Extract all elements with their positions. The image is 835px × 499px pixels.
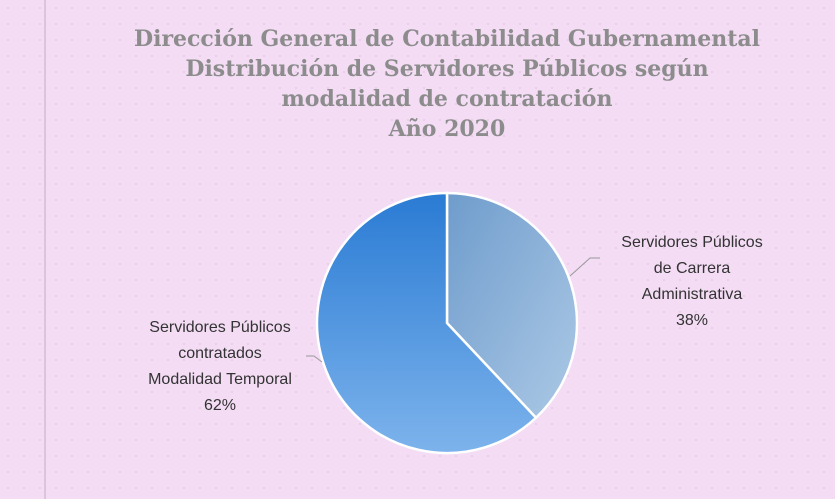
pie-slice — [445, 191, 579, 420]
pie-slice — [315, 191, 538, 455]
slice-label: Servidores Públicos — [621, 234, 762, 251]
leader-line — [306, 355, 323, 363]
chart-title: modalidad de contratación — [282, 86, 613, 112]
slice-label: Administrativa — [642, 286, 743, 303]
leader-line — [569, 257, 600, 277]
slice-label: de Carrera — [654, 260, 731, 277]
slice-label: Modalidad Temporal — [148, 371, 292, 388]
slice-value-label: 62% — [204, 397, 236, 414]
slice-value-label: 38% — [676, 312, 708, 329]
chart-title: Año 2020 — [388, 116, 506, 142]
chart-title: Dirección General de Contabilidad Gubern… — [134, 26, 760, 52]
slice-label: contratados — [178, 345, 262, 362]
chart-title: Distribución de Servidores Públicos segú… — [185, 56, 708, 82]
slice-label: Servidores Públicos — [149, 319, 290, 336]
